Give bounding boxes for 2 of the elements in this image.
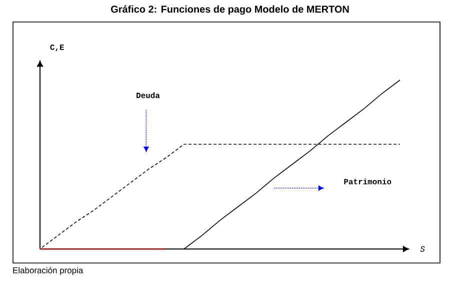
text: Elaboración propia (13, 267, 84, 275)
chart-title: Gráfico 2: Funciones de pago Modelo de MERTON (111, 5, 349, 15)
